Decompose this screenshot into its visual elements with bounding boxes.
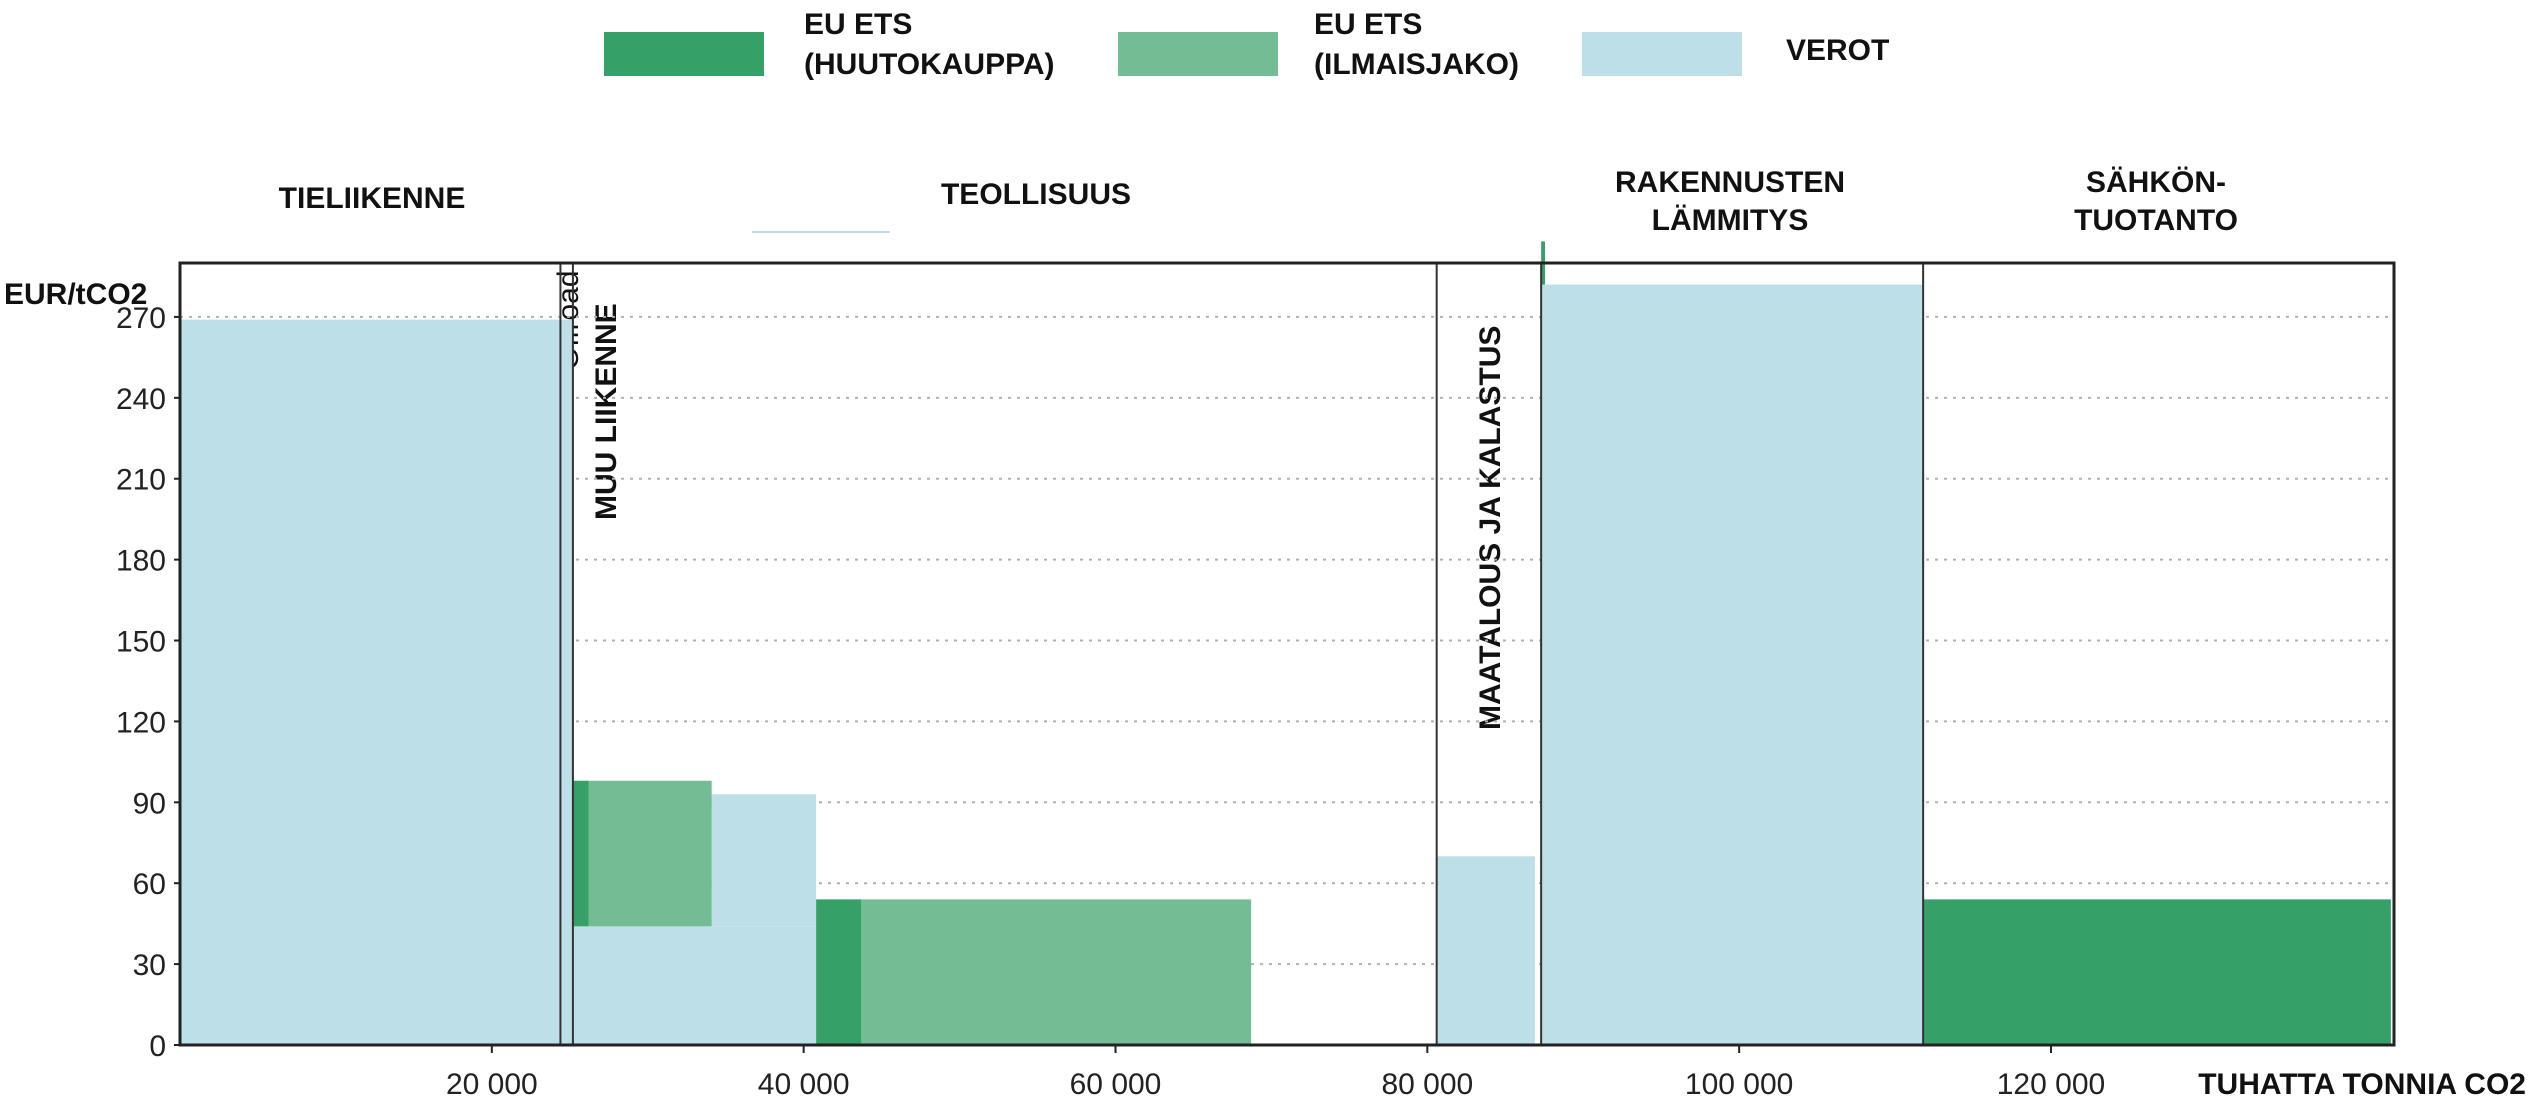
y-tick-label-240: 240	[116, 383, 166, 416]
bar-3	[711, 794, 817, 927]
legend-label-1-line2: (ILMAISJAKO)	[1314, 48, 1519, 81]
y-tick-label-30: 30	[133, 949, 166, 982]
y-tick-label-180: 180	[116, 545, 166, 578]
bar-6	[816, 899, 862, 1045]
y-tick-label-90: 90	[133, 787, 166, 820]
y-tick-label-150: 150	[116, 626, 166, 659]
axis-ticks: 0 30 60 90 120 150 180 210 240 270 20 000 40 000 60 …	[116, 302, 2105, 1101]
sector-label-4: MAATALOUS JA KALASTUS	[1474, 326, 1507, 730]
sector-label-3: TEOLLISUUS	[941, 178, 1131, 211]
plot-frame	[178, 261, 2396, 1047]
sector-label-6: SÄHKÖN-	[2086, 166, 2226, 199]
legend-label-0-line2: (HUUTOKAUPPA)	[804, 48, 1055, 81]
sector-label-5-line2: LÄMMITYS	[1652, 204, 1809, 237]
sector-label-5: RAKENNUSTEN	[1615, 166, 1845, 199]
x-tick-label-60000: 60 000	[1070, 1068, 1162, 1101]
sector-dividers	[559, 263, 1925, 1045]
x-tick-label-20000: 20 000	[446, 1068, 538, 1101]
y-tick-label-60: 60	[133, 868, 166, 901]
sector-label-6-line2: TUOTANTO	[2074, 204, 2238, 237]
bar-1	[560, 319, 573, 1046]
sector-label-2: MUU LIIKENNE	[590, 303, 623, 520]
x-tick-label-100000: 100 000	[1685, 1068, 1793, 1101]
y-tick-label-210: 210	[116, 464, 166, 497]
legend-label-0: EU ETS	[804, 8, 912, 41]
bar-2	[572, 926, 817, 1045]
bar-5	[588, 780, 712, 927]
y-tick-label-0: 0	[149, 1030, 166, 1063]
x-tick-label-80000: 80 000	[1381, 1068, 1473, 1101]
legend-label-2: VEROT	[1786, 34, 1889, 67]
legend-swatch-2	[1582, 32, 1742, 76]
y-tick-label-270: 270	[116, 302, 166, 335]
x-tick-label-120000: 120 000	[1997, 1068, 2105, 1101]
bar-10	[1541, 284, 1924, 1046]
legend-label-1: EU ETS	[1314, 8, 1422, 41]
bars	[180, 241, 2391, 1046]
bar-11	[1923, 899, 2391, 1045]
x-tick-label-40000: 40 000	[758, 1068, 850, 1101]
sector-labels: TIELIIKENNEOffroadMUU LIIKENNETEOLLISUUS…	[279, 166, 2238, 730]
bar-8	[1436, 856, 1535, 1045]
sector-label-0: TIELIIKENNE	[279, 182, 466, 215]
legend-swatch-1	[1118, 32, 1278, 76]
bar-0	[180, 319, 561, 1046]
legend: EU ETS (HUUTOKAUPPA) EU ETS (ILMAISJAKO) VER…	[604, 8, 1889, 81]
legend-swatch-0	[604, 32, 764, 76]
bar-4	[572, 780, 589, 927]
y-axis-label: EUR/tCO2	[4, 278, 147, 311]
bar-7	[861, 899, 1252, 1045]
y-tick-label-120: 120	[116, 706, 166, 739]
x-axis-label: TUHATTA TONNIA CO2	[2198, 1068, 2526, 1101]
